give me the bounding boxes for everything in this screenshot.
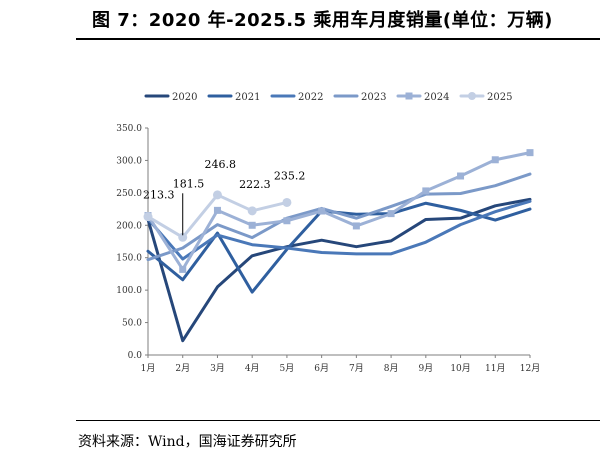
x-tick-label: 7月 xyxy=(349,363,364,374)
x-tick-label: 4月 xyxy=(245,363,260,374)
legend-item-2024: 2024 xyxy=(396,92,449,103)
series-2021 xyxy=(146,201,532,294)
data-point-2024 xyxy=(352,222,360,230)
y-tick-label: 200.0 xyxy=(116,221,142,231)
x-tick-label: 2月 xyxy=(175,363,190,374)
data-point-2025 xyxy=(247,206,257,216)
legend-label: 2025 xyxy=(487,92,512,103)
series-2022 xyxy=(146,199,532,261)
legend-item-2020: 2020 xyxy=(144,92,197,103)
data-label: 213.3 xyxy=(143,189,175,202)
legend-item-2022: 2022 xyxy=(270,92,323,103)
legend-label: 2021 xyxy=(235,92,260,103)
data-point-2024 xyxy=(491,156,499,164)
data-point-2024 xyxy=(526,149,534,157)
data-point-2024 xyxy=(318,207,326,215)
data-point-2025 xyxy=(212,190,222,200)
x-tick-label: 10月 xyxy=(450,363,470,374)
legend-label: 2020 xyxy=(172,92,197,103)
data-label: 181.5 xyxy=(173,177,205,190)
x-tick-label: 1月 xyxy=(141,363,156,374)
x-tick-label: 12月 xyxy=(520,363,540,374)
x-tick-label: 9月 xyxy=(418,363,433,374)
series-2025 xyxy=(143,190,292,242)
data-point-2025 xyxy=(282,197,292,207)
legend-marker xyxy=(468,92,476,100)
y-tick-label: 150.0 xyxy=(116,254,142,264)
series-2023 xyxy=(146,172,532,262)
y-tick-label: 50.0 xyxy=(122,319,142,329)
series-line-2021 xyxy=(146,201,532,294)
series-2024 xyxy=(144,149,534,273)
legend-label: 2023 xyxy=(361,92,386,103)
y-tick-label: 0.0 xyxy=(128,351,143,361)
x-tick-label: 3月 xyxy=(210,363,225,374)
y-tick-label: 350.0 xyxy=(116,124,142,134)
y-tick-label: 300.0 xyxy=(116,156,142,166)
series-line-2024 xyxy=(146,151,532,271)
legend-marker xyxy=(405,92,413,100)
series-line-2020 xyxy=(146,197,532,343)
legend-label: 2024 xyxy=(424,92,449,103)
data-point-2024 xyxy=(179,265,187,273)
data-point-2024 xyxy=(213,206,221,214)
data-point-2024 xyxy=(422,187,430,195)
x-tick-label: 11月 xyxy=(485,363,505,374)
data-point-2025 xyxy=(143,212,153,222)
legend-item-2025: 2025 xyxy=(459,92,512,103)
data-label: 235.2 xyxy=(274,169,306,182)
source-note: 资料来源：Wind，国海证券研究所 xyxy=(78,434,297,450)
series-2020 xyxy=(146,197,532,343)
data-point-2024 xyxy=(387,210,395,218)
data-point-2024 xyxy=(283,217,291,225)
x-tick-label: 8月 xyxy=(384,363,399,374)
series-line-2022 xyxy=(146,199,532,261)
y-tick-label: 100.0 xyxy=(116,286,142,296)
series-line-2023 xyxy=(146,172,532,262)
data-label: 246.8 xyxy=(204,158,236,171)
data-point-2024 xyxy=(248,221,256,229)
title-rule xyxy=(76,38,600,40)
data-point-2024 xyxy=(457,172,465,180)
y-tick-label: 250.0 xyxy=(116,189,142,199)
source-rule xyxy=(76,420,600,421)
legend-label: 2022 xyxy=(298,92,323,103)
data-point-2025 xyxy=(178,232,188,242)
legend-item-2021: 2021 xyxy=(207,92,260,103)
x-tick-label: 5月 xyxy=(280,363,295,374)
legend-item-2023: 2023 xyxy=(333,92,386,103)
data-label: 222.3 xyxy=(239,178,271,191)
chart-title: 图 7：2020 年-2025.5 乘用车月度销量(单位：万辆) xyxy=(92,10,553,31)
x-tick-label: 6月 xyxy=(314,363,329,374)
